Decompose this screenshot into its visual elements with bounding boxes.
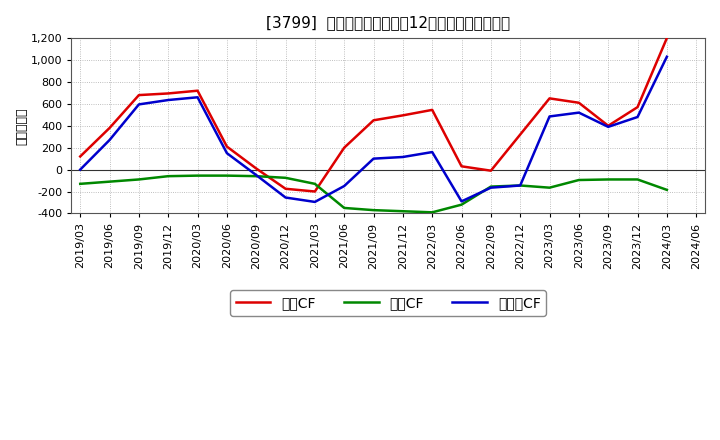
営業CF	[545, 96, 554, 101]
営業CF	[135, 92, 143, 98]
フリーCF	[282, 195, 290, 200]
投資CF	[399, 209, 408, 214]
フリーCF	[662, 54, 671, 59]
投資CF	[340, 205, 348, 211]
フリーCF	[222, 150, 231, 156]
営業CF	[428, 107, 436, 113]
営業CF	[282, 186, 290, 191]
フリーCF	[76, 167, 84, 172]
投資CF	[193, 173, 202, 178]
フリーCF	[604, 124, 613, 129]
Legend: 営業CF, 投資CF, フリーCF: 営業CF, 投資CF, フリーCF	[230, 290, 546, 315]
Line: 投資CF: 投資CF	[80, 176, 667, 213]
フリーCF	[487, 185, 495, 191]
フリーCF	[135, 102, 143, 107]
フリーCF	[164, 97, 173, 103]
営業CF	[662, 36, 671, 41]
フリーCF	[633, 114, 642, 120]
Y-axis label: （百万円）: （百万円）	[15, 107, 28, 144]
営業CF	[369, 117, 378, 123]
投資CF	[487, 184, 495, 189]
営業CF	[222, 144, 231, 149]
営業CF	[457, 164, 466, 169]
フリーCF	[575, 110, 583, 115]
営業CF	[164, 91, 173, 96]
フリーCF	[516, 183, 525, 188]
フリーCF	[252, 172, 261, 178]
フリーCF	[457, 199, 466, 204]
投資CF	[105, 179, 114, 184]
フリーCF	[193, 95, 202, 100]
営業CF	[604, 123, 613, 128]
投資CF	[545, 185, 554, 191]
投資CF	[164, 173, 173, 179]
営業CF	[487, 168, 495, 173]
営業CF	[105, 125, 114, 131]
投資CF	[222, 173, 231, 178]
フリーCF	[399, 154, 408, 160]
投資CF	[135, 177, 143, 182]
フリーCF	[428, 150, 436, 155]
投資CF	[76, 181, 84, 187]
Title: [3799]  キャッシュフローの12か月移動合計の推移: [3799] キャッシュフローの12か月移動合計の推移	[266, 15, 510, 30]
Line: フリーCF: フリーCF	[80, 57, 667, 202]
投資CF	[633, 177, 642, 182]
営業CF	[76, 154, 84, 159]
営業CF	[340, 145, 348, 150]
投資CF	[575, 177, 583, 183]
営業CF	[399, 113, 408, 118]
営業CF	[193, 88, 202, 93]
投資CF	[516, 183, 525, 188]
投資CF	[604, 177, 613, 182]
Line: 営業CF: 営業CF	[80, 38, 667, 191]
フリーCF	[545, 114, 554, 119]
営業CF	[252, 166, 261, 171]
投資CF	[369, 208, 378, 213]
営業CF	[310, 189, 319, 194]
投資CF	[310, 181, 319, 187]
フリーCF	[340, 183, 348, 189]
フリーCF	[105, 137, 114, 143]
投資CF	[428, 210, 436, 215]
投資CF	[282, 175, 290, 180]
営業CF	[633, 105, 642, 110]
投資CF	[662, 187, 671, 193]
フリーCF	[310, 199, 319, 205]
投資CF	[457, 202, 466, 207]
フリーCF	[369, 156, 378, 161]
投資CF	[252, 173, 261, 179]
営業CF	[575, 100, 583, 106]
